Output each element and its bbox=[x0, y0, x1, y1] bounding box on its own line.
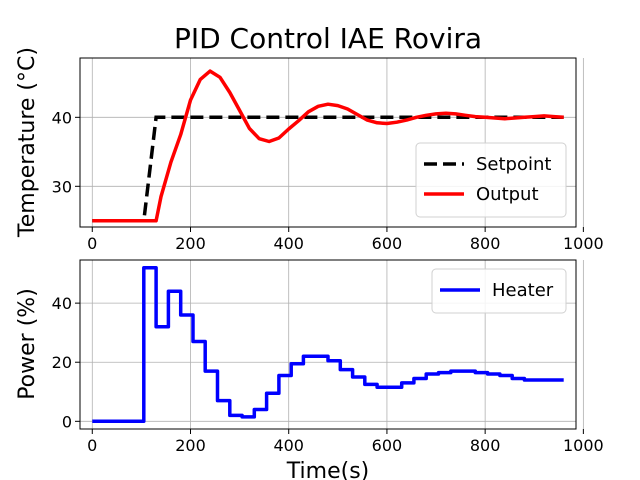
temperature-x-tick-label: 200 bbox=[175, 234, 206, 253]
temperature-y-axis-label: Temperature (°C) bbox=[15, 47, 40, 238]
legend-heater-label: Heater bbox=[492, 280, 554, 301]
power-panel: 0 200 400 600 800 1000 0 20 40 Power (%) Time(s)… bbox=[15, 259, 604, 480]
power-axes-frame bbox=[79, 259, 577, 430]
temperature-legend: Setpoint Output bbox=[415, 142, 567, 218]
legend-output-label: Output bbox=[476, 184, 539, 205]
power-y-axis-label: Power (%) bbox=[15, 288, 40, 400]
temperature-y-tick-label: 40 bbox=[52, 108, 72, 127]
power-y-tick-label: 40 bbox=[52, 294, 72, 313]
power-y-tick-label: 0 bbox=[62, 412, 72, 431]
legend-setpoint-label: Setpoint bbox=[476, 154, 551, 175]
temperature-axes-frame bbox=[79, 57, 577, 228]
temperature-series bbox=[92, 69, 564, 223]
power-legend: Heater bbox=[431, 268, 567, 314]
power-x-tick-label: 400 bbox=[273, 436, 304, 455]
power-x-tick-label: 600 bbox=[372, 436, 403, 455]
temperature-x-tick-label: 800 bbox=[470, 234, 501, 253]
time-x-axis-label: Time(s) bbox=[286, 459, 369, 480]
power-ticks: 0 200 400 600 800 1000 0 20 40 bbox=[52, 294, 604, 455]
power-x-tick-label: 1000 bbox=[563, 436, 604, 455]
temperature-ticks: 0 200 400 600 800 1000 30 40 bbox=[52, 108, 604, 253]
power-x-tick-label: 800 bbox=[470, 436, 501, 455]
power-legend-box bbox=[431, 268, 567, 314]
power-x-tick-label: 200 bbox=[175, 436, 206, 455]
temperature-y-tick-label: 30 bbox=[52, 177, 72, 196]
series-output-line bbox=[92, 69, 564, 223]
power-series bbox=[92, 265, 564, 424]
temperature-x-tick-label: 600 bbox=[372, 234, 403, 253]
temperature-legend-box bbox=[415, 142, 567, 218]
power-y-tick-label: 20 bbox=[52, 353, 72, 372]
power-x-tick-label: 0 bbox=[87, 436, 97, 455]
temperature-panel: 0 200 400 600 800 1000 30 40 PID Control IAE Ro… bbox=[15, 22, 604, 253]
temperature-x-tick-label: 400 bbox=[273, 234, 304, 253]
temperature-x-tick-label: 0 bbox=[87, 234, 97, 253]
series-heater-line bbox=[92, 265, 564, 424]
chart-title: PID Control IAE Rovira bbox=[174, 22, 482, 55]
temperature-x-tick-label: 1000 bbox=[563, 234, 604, 253]
